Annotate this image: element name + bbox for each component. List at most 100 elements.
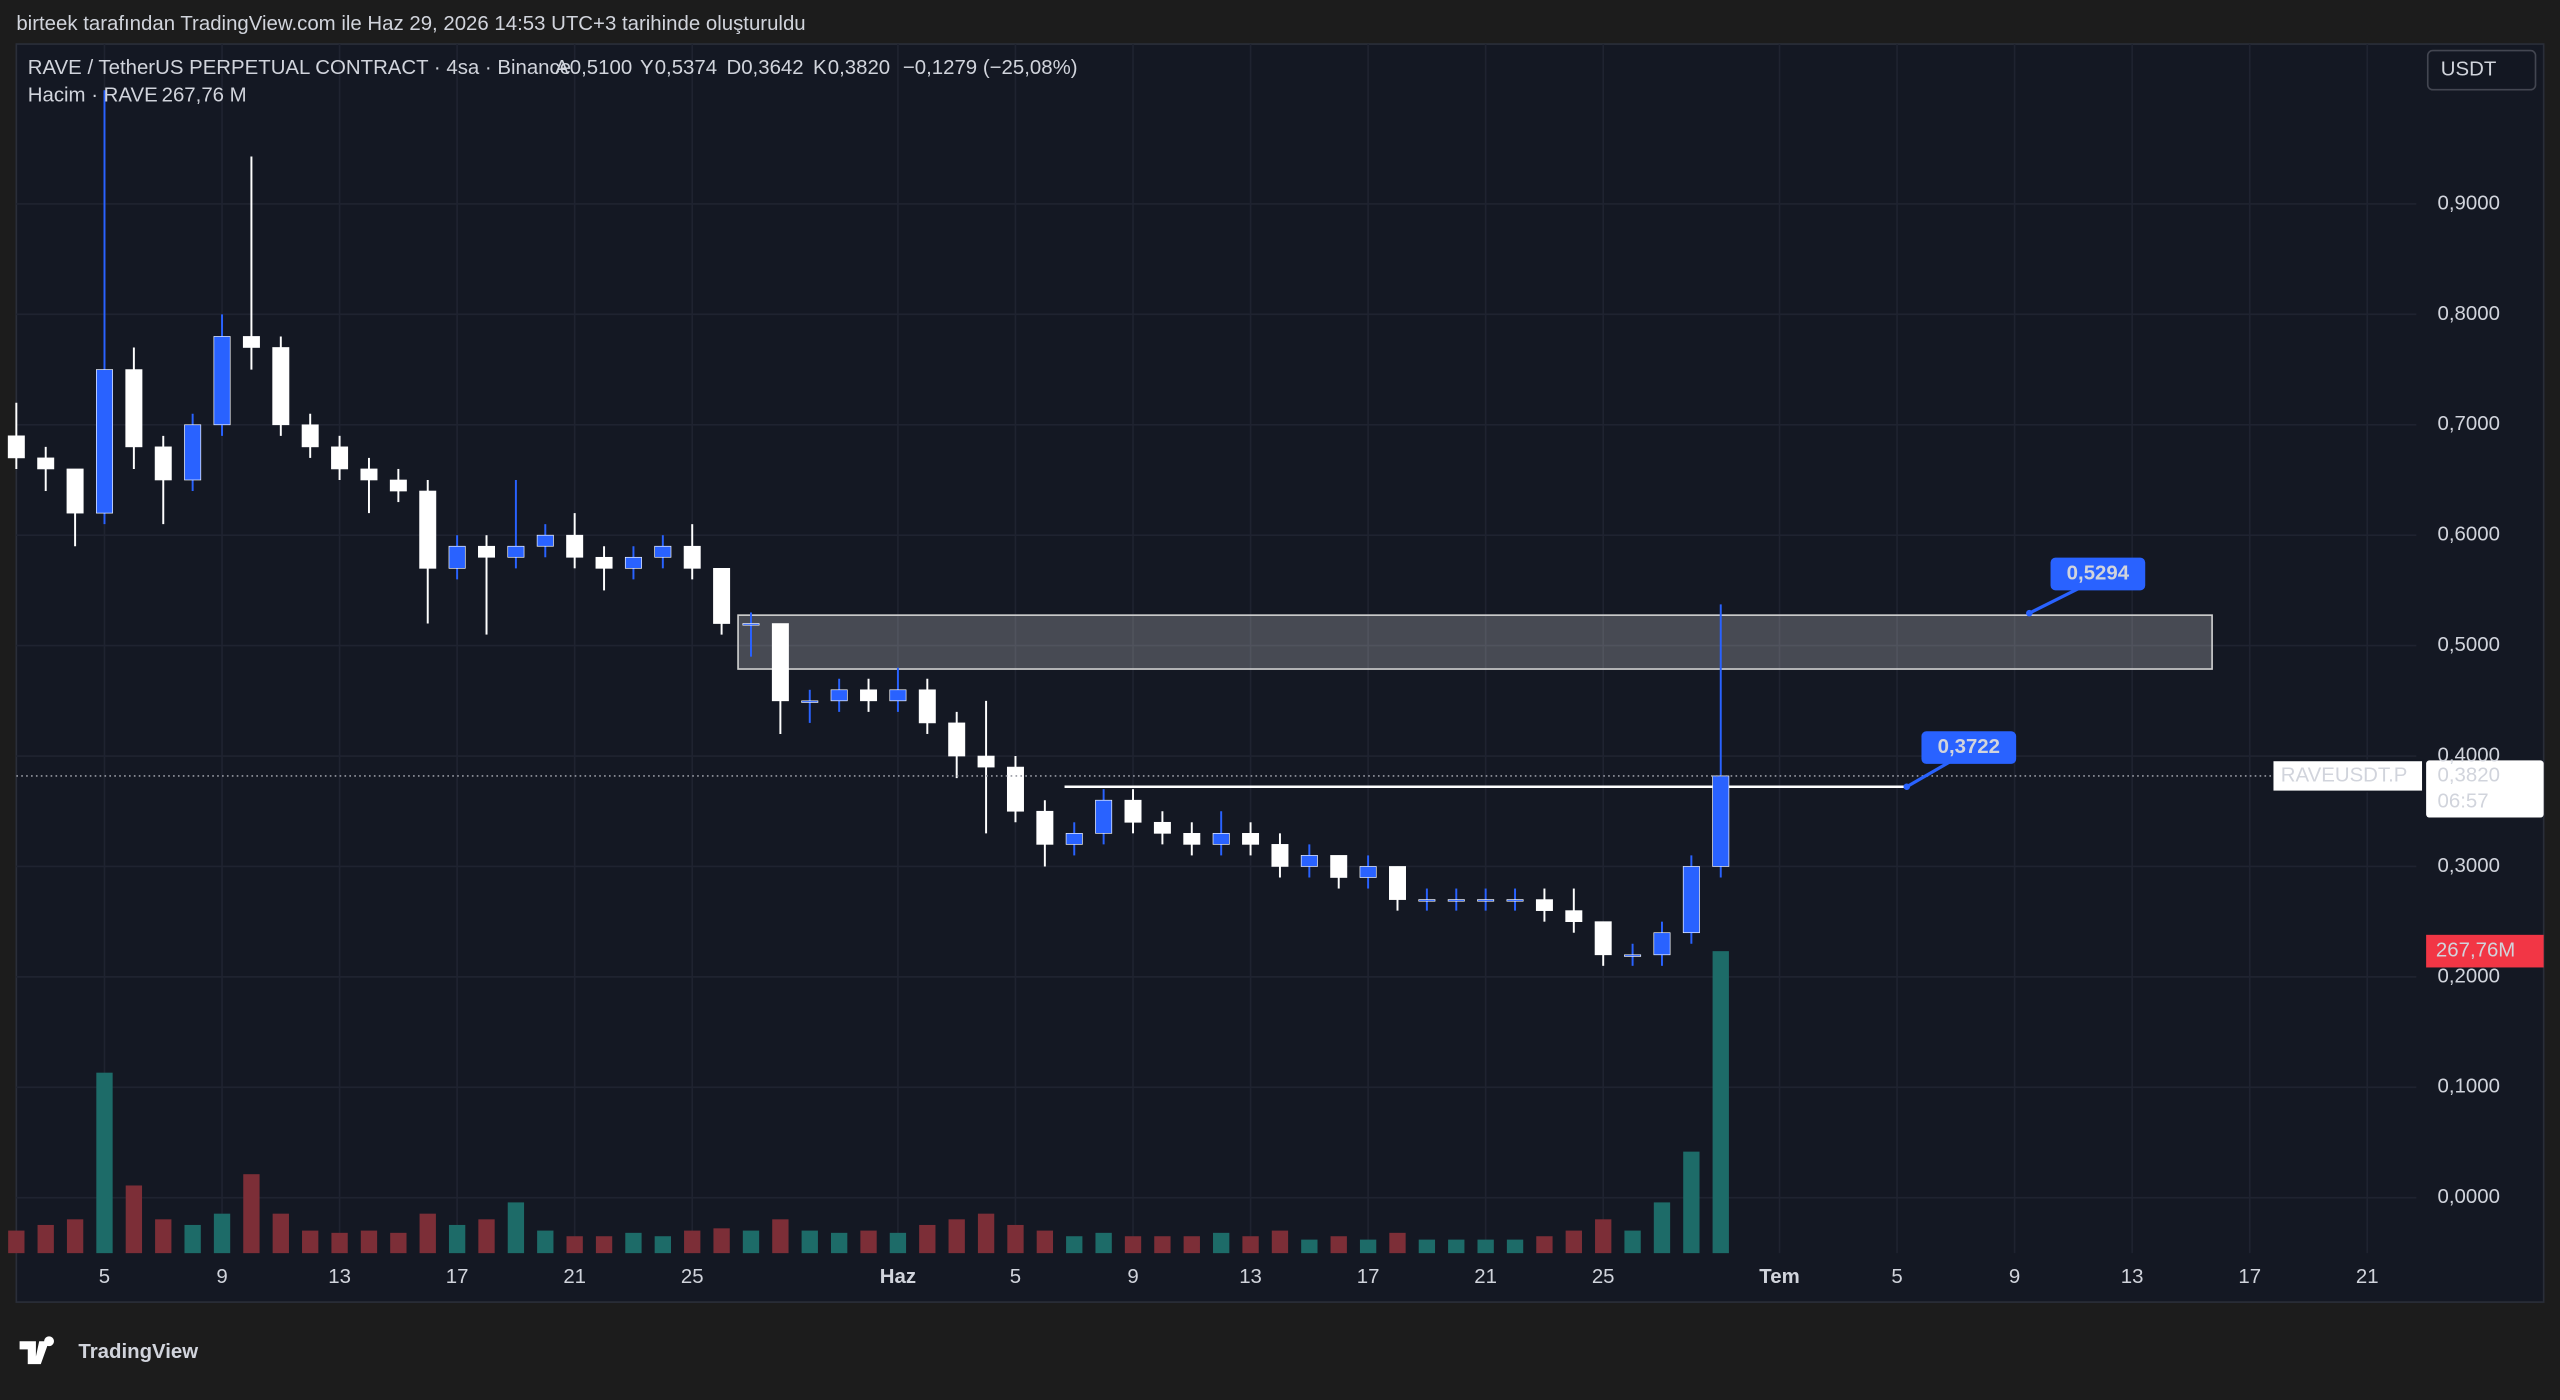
volume-bar: [1213, 1232, 1230, 1254]
ohlc-key: D: [727, 57, 742, 79]
x-tick-label: 21: [563, 1266, 586, 1288]
callout-pointer: [2028, 587, 2080, 615]
candle-body: [66, 468, 84, 514]
y-tick-label: 0,2000: [2438, 965, 2500, 987]
volume-bar: [566, 1236, 583, 1254]
volume-bar: [1477, 1239, 1494, 1254]
callout-label: 0,3722: [1938, 736, 2000, 758]
volume-bar: [1506, 1239, 1524, 1254]
y-tick-label: 0,0000: [2438, 1186, 2500, 1208]
x-tick-label: 9: [1127, 1266, 1138, 1288]
candle-body: [1389, 866, 1406, 900]
currency-label: USDT: [2441, 59, 2497, 81]
volume-bar: [1095, 1232, 1112, 1254]
volume-bar: [448, 1224, 466, 1254]
change: −0,1279 (−25,08%): [903, 57, 1078, 79]
volume-bar: [919, 1224, 936, 1254]
candle-body: [1653, 932, 1671, 956]
x-tick-label: 21: [1474, 1266, 1497, 1288]
candle-body: [1506, 899, 1524, 902]
volume-bar: [1036, 1230, 1054, 1254]
volume-bar: [1565, 1230, 1582, 1254]
y-tick-label: 0,4000: [2438, 744, 2500, 766]
x-tick-label: 5: [1891, 1266, 1902, 1288]
candle-body: [389, 479, 407, 492]
callout-box: [1921, 731, 2017, 764]
x-tick-label: 17: [1357, 1266, 1380, 1288]
y-tick-label: 0,7000: [2438, 413, 2500, 435]
callout-pointer: [1905, 760, 1951, 789]
volume-bar: [96, 1072, 113, 1254]
volume-bar: [713, 1228, 730, 1254]
x-tick-label: Haz: [880, 1266, 916, 1288]
candle-body: [1594, 921, 1612, 956]
volume-bar: [243, 1174, 260, 1254]
price-tag-countdown: 06:57: [2438, 790, 2489, 812]
candle-body: [1712, 775, 1730, 867]
volume-bar: [1271, 1230, 1289, 1254]
brand[interactable]: TradingView: [78, 1341, 198, 1363]
candle-body: [1447, 899, 1465, 902]
candle-body: [1477, 899, 1495, 902]
candle-body: [830, 689, 848, 702]
volume-bar: [1330, 1236, 1347, 1254]
x-tick-label: 13: [1239, 1266, 1262, 1288]
callout: 0,3722: [1903, 731, 2017, 790]
candle-body: [595, 556, 613, 569]
candle-body: [272, 347, 290, 426]
volume-bar: [8, 1230, 25, 1254]
volume-bar: [654, 1236, 671, 1254]
candle-body: [1359, 866, 1377, 878]
candle-body: [624, 556, 642, 569]
symbol-title: RAVE / TetherUS PERPETUAL CONTRACT · 4sa…: [28, 57, 571, 79]
candle-body: [1565, 910, 1583, 922]
candle-body: [507, 545, 525, 558]
volume-bar: [1712, 951, 1729, 1254]
volume-bar: [1683, 1151, 1700, 1254]
price-zone: [737, 614, 2213, 670]
y-tick-label: 0,5000: [2438, 634, 2500, 656]
volume-bar: [331, 1232, 348, 1254]
volume-bar: [1124, 1236, 1142, 1254]
volume-bar: [595, 1236, 613, 1254]
x-tick-label: 17: [2238, 1266, 2261, 1288]
volume-bar: [1448, 1239, 1465, 1254]
candle-body: [184, 424, 202, 481]
candle-body: [448, 545, 466, 569]
volume-bar: [155, 1219, 172, 1254]
y-tick-label: 0,3000: [2438, 855, 2500, 877]
volume-bar: [1595, 1219, 1612, 1254]
candle-body: [301, 424, 319, 448]
candle-body: [1682, 866, 1700, 934]
candle-body: [242, 336, 260, 348]
candle-body: [771, 623, 789, 702]
callout-label: 0,5294: [2067, 562, 2130, 584]
callout-anchor: [2026, 609, 2033, 617]
volume-bar: [1066, 1236, 1083, 1254]
ohlc-key: K: [813, 57, 827, 79]
callout: 0,5294: [2026, 557, 2146, 617]
volume-bar: [419, 1213, 436, 1254]
candle-body: [1242, 833, 1260, 845]
candle-body: [478, 545, 496, 558]
callout-box: [2050, 557, 2146, 591]
volume-bar: [1242, 1236, 1259, 1254]
symbol-tag: [2271, 759, 2424, 793]
volume-bar: [1653, 1202, 1671, 1254]
volume-bar: [772, 1219, 789, 1254]
x-tick-label: 13: [2121, 1266, 2144, 1288]
candle-body: [536, 534, 554, 547]
volume-bar: [1389, 1232, 1406, 1254]
candle-body: [360, 468, 378, 481]
volume-bar: [478, 1219, 495, 1254]
volume-bar: [1359, 1239, 1377, 1254]
volume-bar: [507, 1202, 525, 1254]
x-tick-label: 21: [2356, 1266, 2379, 1288]
candle-body: [977, 755, 995, 768]
volume-bar: [184, 1224, 201, 1254]
x-tick-label: 9: [216, 1266, 227, 1288]
candle-body: [213, 336, 231, 426]
volume-bar: [213, 1213, 231, 1254]
candle-body: [566, 534, 584, 558]
